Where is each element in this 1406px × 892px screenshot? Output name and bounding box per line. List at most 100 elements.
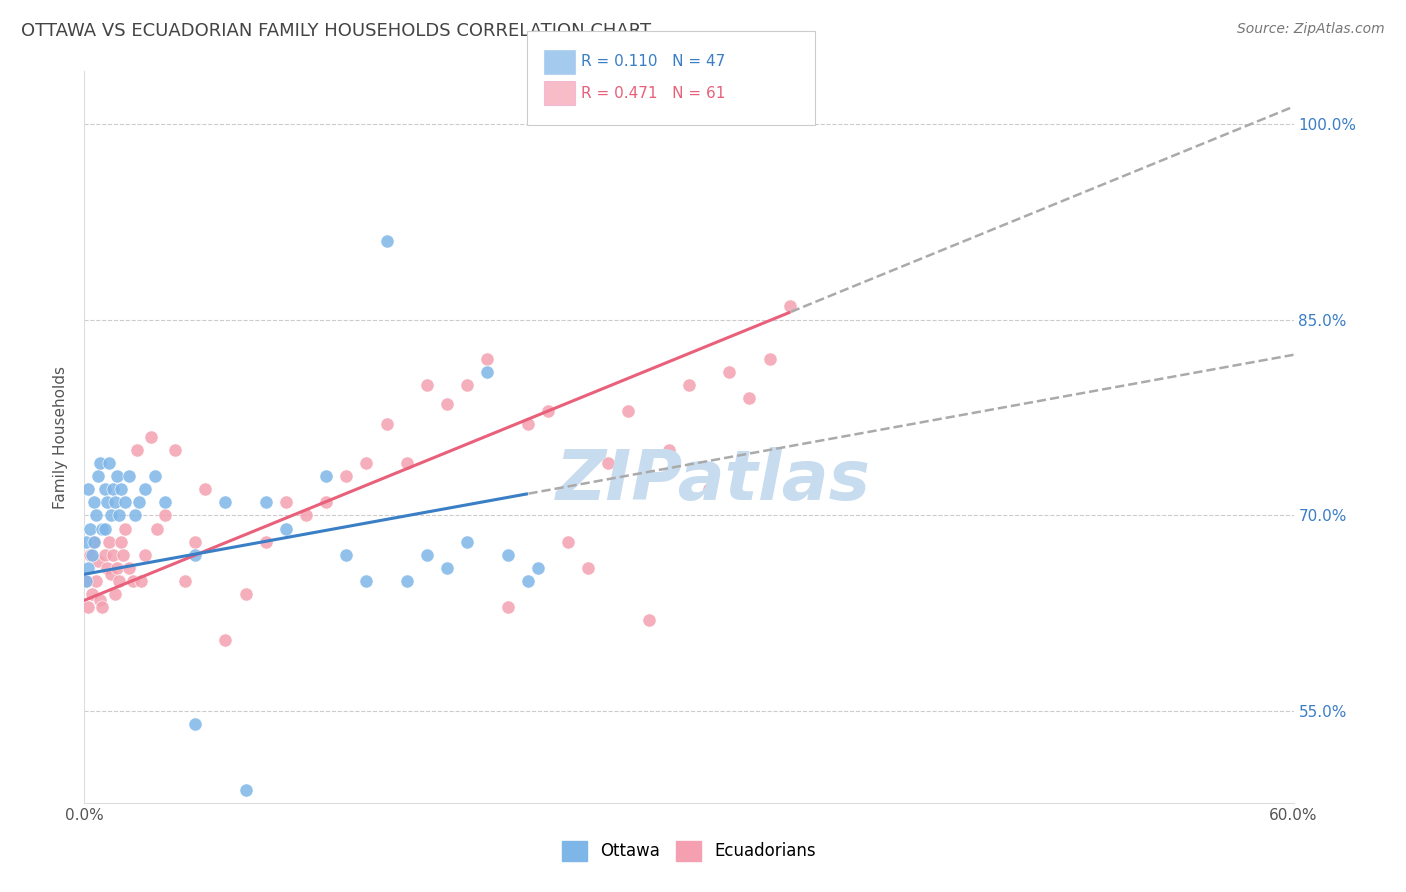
Point	[214, 495, 236, 509]
Point	[658, 443, 681, 458]
Point	[83, 495, 105, 509]
Point	[89, 593, 111, 607]
Point	[375, 234, 398, 248]
Point	[143, 469, 166, 483]
Point	[477, 365, 499, 379]
Point	[93, 548, 115, 562]
Point	[527, 560, 550, 574]
Point	[105, 469, 128, 483]
Point	[184, 717, 207, 731]
Point	[184, 548, 207, 562]
Point	[93, 483, 115, 497]
Point	[89, 456, 111, 470]
Text: Source: ZipAtlas.com: Source: ZipAtlas.com	[1237, 22, 1385, 37]
Point	[96, 560, 118, 574]
Point	[335, 548, 357, 562]
Point	[101, 548, 124, 562]
Point	[104, 587, 127, 601]
Point	[598, 456, 620, 470]
Point	[118, 469, 141, 483]
Point	[82, 548, 104, 562]
Point	[697, 483, 720, 497]
Point	[101, 483, 124, 497]
Point	[214, 632, 236, 647]
Point	[254, 534, 277, 549]
Point	[416, 548, 439, 562]
Point	[718, 365, 741, 379]
Point	[436, 560, 458, 574]
Point	[118, 560, 141, 574]
Point	[254, 495, 277, 509]
Text: R = 0.471   N = 61: R = 0.471 N = 61	[581, 87, 725, 101]
Point	[758, 351, 780, 366]
Point	[100, 567, 122, 582]
Y-axis label: Family Households: Family Households	[53, 366, 69, 508]
Point	[87, 554, 110, 568]
Point	[91, 522, 114, 536]
Point	[93, 522, 115, 536]
Point	[82, 587, 104, 601]
Point	[114, 522, 136, 536]
Point	[456, 534, 478, 549]
Point	[104, 495, 127, 509]
Point	[395, 574, 418, 588]
Point	[436, 397, 458, 411]
Point	[75, 574, 97, 588]
Point	[97, 456, 120, 470]
Point	[235, 587, 257, 601]
Point	[128, 495, 150, 509]
Point	[121, 574, 143, 588]
Point	[375, 417, 398, 431]
Legend: Ottawa, Ecuadorians: Ottawa, Ecuadorians	[555, 834, 823, 868]
Point	[77, 560, 100, 574]
Point	[416, 377, 439, 392]
Point	[617, 404, 640, 418]
Point	[678, 377, 700, 392]
Point	[637, 613, 659, 627]
Point	[477, 351, 499, 366]
Point	[134, 483, 156, 497]
Point	[174, 574, 197, 588]
Point	[274, 495, 297, 509]
Point	[537, 404, 560, 418]
Point	[194, 483, 217, 497]
Point	[107, 508, 129, 523]
Point	[79, 548, 101, 562]
Text: R = 0.110   N = 47: R = 0.110 N = 47	[581, 54, 725, 69]
Point	[139, 430, 162, 444]
Point	[111, 548, 134, 562]
Point	[153, 495, 176, 509]
Point	[153, 508, 176, 523]
Point	[110, 534, 132, 549]
Point	[86, 508, 108, 523]
Point	[184, 534, 207, 549]
Point	[516, 574, 538, 588]
Point	[86, 574, 108, 588]
Point	[356, 574, 378, 588]
Point	[75, 534, 97, 549]
Point	[235, 782, 257, 797]
Point	[165, 443, 187, 458]
Point	[110, 483, 132, 497]
Point	[75, 574, 97, 588]
Point	[146, 522, 169, 536]
Point	[77, 599, 100, 614]
Point	[779, 300, 801, 314]
Point	[738, 391, 761, 405]
Point	[496, 599, 519, 614]
Point	[576, 560, 599, 574]
Point	[496, 548, 519, 562]
Point	[395, 456, 418, 470]
Point	[91, 599, 114, 614]
Point	[77, 483, 100, 497]
Point	[97, 534, 120, 549]
Point	[274, 522, 297, 536]
Point	[83, 534, 105, 549]
Point	[295, 508, 318, 523]
Point	[87, 469, 110, 483]
Text: OTTAWA VS ECUADORIAN FAMILY HOUSEHOLDS CORRELATION CHART: OTTAWA VS ECUADORIAN FAMILY HOUSEHOLDS C…	[21, 22, 651, 40]
Point	[114, 495, 136, 509]
Point	[335, 469, 357, 483]
Point	[516, 417, 538, 431]
Point	[83, 534, 105, 549]
